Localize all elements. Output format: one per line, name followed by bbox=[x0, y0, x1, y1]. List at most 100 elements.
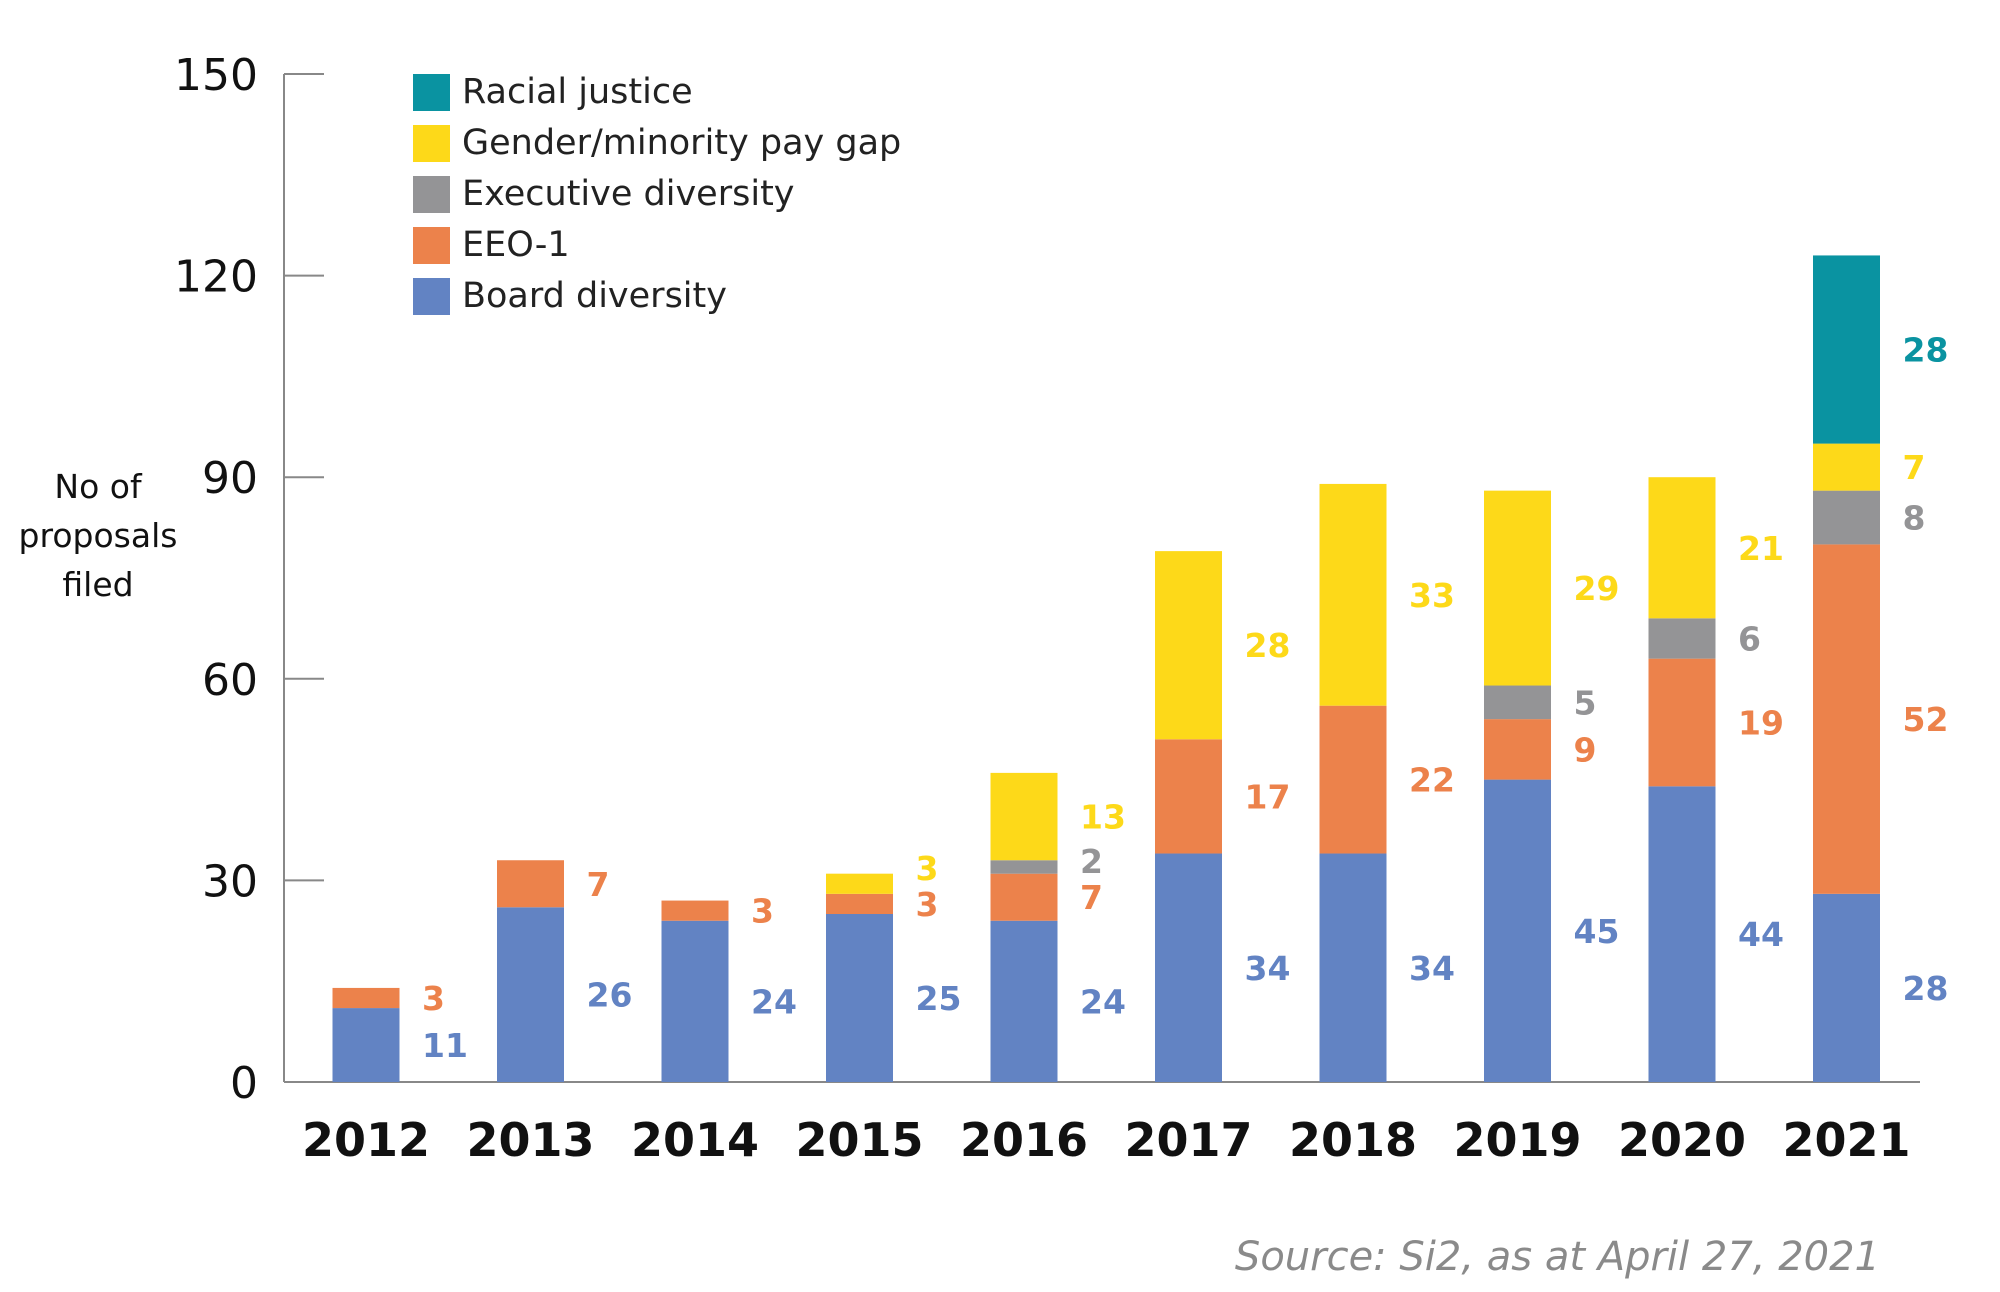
bar-gender-minority-pay-gap-2018 bbox=[1319, 483, 1387, 706]
value-label-board-diversity-2015: 25 bbox=[916, 979, 962, 1018]
source-note: Source: Si2, as at April 27, 2021 bbox=[1235, 1234, 1880, 1280]
value-label-eeo-1-2020: 19 bbox=[1738, 703, 1784, 742]
bar-gender-minority-pay-gap-2021 bbox=[1813, 443, 1880, 491]
value-label-board-diversity-2016: 24 bbox=[1080, 982, 1126, 1021]
bar-board-diversity-2020 bbox=[1648, 786, 1716, 1082]
y-tick-label: 90 bbox=[202, 453, 258, 504]
y-axis-label: No of proposals filed bbox=[19, 467, 178, 604]
bar-racial-justice-2021 bbox=[1813, 255, 1880, 444]
bar-board-diversity-2013 bbox=[497, 907, 564, 1082]
value-label-eeo-1-2014: 3 bbox=[751, 892, 774, 931]
x-tick-label: 2021 bbox=[1782, 1113, 1910, 1167]
bar-gender-minority-pay-gap-2016 bbox=[990, 772, 1058, 861]
legend-label-eeo-1: EEO-1 bbox=[462, 225, 570, 265]
value-label-eeo-1-2018: 22 bbox=[1409, 761, 1455, 800]
bar-board-diversity-2017 bbox=[1155, 853, 1222, 1082]
x-tick-label: 2019 bbox=[1453, 1113, 1581, 1167]
x-tick-label: 2017 bbox=[1124, 1113, 1252, 1167]
value-label-board-diversity-2020: 44 bbox=[1738, 915, 1784, 954]
value-label-gender-minority-pay-gap-2020: 21 bbox=[1738, 529, 1784, 568]
bar-board-diversity-2019 bbox=[1484, 779, 1551, 1082]
legend-label-executive-diversity: Executive diversity bbox=[462, 174, 795, 214]
value-label-eeo-1-2015: 3 bbox=[916, 885, 939, 924]
x-tick-label: 2014 bbox=[631, 1113, 759, 1167]
legend-swatch-board-diversity bbox=[413, 278, 450, 315]
bar-gender-minority-pay-gap-2015 bbox=[826, 873, 893, 894]
y-tick-label: 30 bbox=[202, 856, 258, 907]
bar-gender-minority-pay-gap-2019 bbox=[1484, 490, 1551, 686]
x-tick-label: 2020 bbox=[1618, 1113, 1746, 1167]
value-label-racial-justice-2021: 28 bbox=[1903, 331, 1949, 370]
bar-board-diversity-2015 bbox=[826, 914, 893, 1082]
x-axis: 2012 2013 2014 2015 2016 2017 2018 2019 2020 2021 bbox=[284, 1081, 1920, 1167]
y-axis-label-line: No of bbox=[54, 467, 143, 506]
value-label-gender-minority-pay-gap-2019: 29 bbox=[1574, 569, 1620, 608]
value-label-executive-diversity-2016: 2 bbox=[1080, 842, 1103, 881]
legend-label-gender-minority-pay-gap: Gender/minority pay gap bbox=[462, 123, 901, 163]
bar-eeo-1-2014 bbox=[661, 900, 729, 921]
bar-eeo-1-2012 bbox=[332, 987, 400, 1009]
value-labels: 113 2672432533247213341728342233459529441… bbox=[422, 331, 1948, 1066]
bar-board-diversity-2014 bbox=[661, 920, 729, 1082]
bar-executive-diversity-2016 bbox=[990, 860, 1058, 874]
legend-swatch-executive-diversity bbox=[413, 176, 450, 213]
value-label-gender-minority-pay-gap-2017: 28 bbox=[1245, 626, 1291, 665]
value-label-eeo-1-2021: 52 bbox=[1903, 700, 1949, 739]
value-label-executive-diversity-2019: 5 bbox=[1574, 683, 1597, 722]
bar-board-diversity-2012 bbox=[332, 1008, 400, 1082]
value-label-gender-minority-pay-gap-2021: 7 bbox=[1903, 448, 1926, 487]
legend: Racial justice Gender/minority pay gap Exe… bbox=[413, 72, 901, 316]
x-tick-label: 2018 bbox=[1289, 1113, 1417, 1167]
bar-eeo-1-2018 bbox=[1319, 705, 1387, 854]
value-label-executive-diversity-2020: 6 bbox=[1738, 619, 1761, 658]
y-axis: 0 30 60 90 120 150 bbox=[174, 50, 324, 1109]
legend-swatch-gender-minority-pay-gap bbox=[413, 125, 450, 162]
bar-gender-minority-pay-gap-2017 bbox=[1155, 551, 1222, 740]
bar-eeo-1-2013 bbox=[497, 860, 564, 908]
legend-label-board-diversity: Board diversity bbox=[462, 276, 727, 316]
x-tick-label: 2012 bbox=[302, 1113, 430, 1167]
bar-executive-diversity-2020 bbox=[1648, 618, 1716, 659]
y-axis-label-line: proposals bbox=[19, 516, 178, 555]
value-label-eeo-1-2013: 7 bbox=[587, 865, 610, 904]
x-tick-label: 2015 bbox=[795, 1113, 923, 1167]
value-label-eeo-1-2019: 9 bbox=[1574, 730, 1597, 769]
legend-label-racial-justice: Racial justice bbox=[462, 72, 693, 112]
value-label-board-diversity-2013: 26 bbox=[587, 976, 633, 1015]
value-label-board-diversity-2017: 34 bbox=[1245, 949, 1291, 988]
bar-eeo-1-2021 bbox=[1813, 544, 1880, 894]
x-tick-label: 2013 bbox=[466, 1113, 594, 1167]
value-label-board-diversity-2021: 28 bbox=[1903, 969, 1949, 1008]
value-label-eeo-1-2016: 7 bbox=[1080, 878, 1103, 917]
bar-board-diversity-2016 bbox=[990, 920, 1058, 1082]
value-label-board-diversity-2012: 11 bbox=[422, 1026, 468, 1065]
y-tick-label: 120 bbox=[174, 252, 258, 303]
value-label-executive-diversity-2021: 8 bbox=[1903, 499, 1926, 538]
x-tick-label: 2016 bbox=[960, 1113, 1088, 1167]
y-axis-label-line: filed bbox=[62, 565, 133, 604]
bar-eeo-1-2015 bbox=[826, 893, 893, 914]
bar-eeo-1-2017 bbox=[1155, 739, 1222, 854]
y-tick-label: 150 bbox=[174, 50, 258, 101]
value-label-board-diversity-2019: 45 bbox=[1574, 912, 1620, 951]
legend-swatch-racial-justice bbox=[413, 74, 450, 111]
y-tick-label: 0 bbox=[230, 1058, 258, 1109]
bars bbox=[332, 255, 1880, 1082]
bar-board-diversity-2018 bbox=[1319, 853, 1387, 1082]
bar-executive-diversity-2019 bbox=[1484, 685, 1551, 720]
bar-executive-diversity-2021 bbox=[1813, 490, 1880, 545]
legend-swatch-eeo-1 bbox=[413, 227, 450, 264]
bar-eeo-1-2020 bbox=[1648, 658, 1716, 787]
bar-gender-minority-pay-gap-2020 bbox=[1648, 477, 1716, 619]
value-label-board-diversity-2014: 24 bbox=[751, 982, 797, 1021]
bar-eeo-1-2019 bbox=[1484, 719, 1551, 780]
value-label-gender-minority-pay-gap-2015: 3 bbox=[916, 849, 939, 888]
value-label-eeo-1-2012: 3 bbox=[422, 979, 445, 1018]
bar-board-diversity-2021 bbox=[1813, 893, 1880, 1082]
y-tick-label: 60 bbox=[202, 655, 258, 706]
value-label-board-diversity-2018: 34 bbox=[1409, 949, 1455, 988]
value-label-gender-minority-pay-gap-2016: 13 bbox=[1080, 798, 1126, 837]
bar-eeo-1-2016 bbox=[990, 873, 1058, 921]
value-label-eeo-1-2017: 17 bbox=[1245, 777, 1291, 816]
